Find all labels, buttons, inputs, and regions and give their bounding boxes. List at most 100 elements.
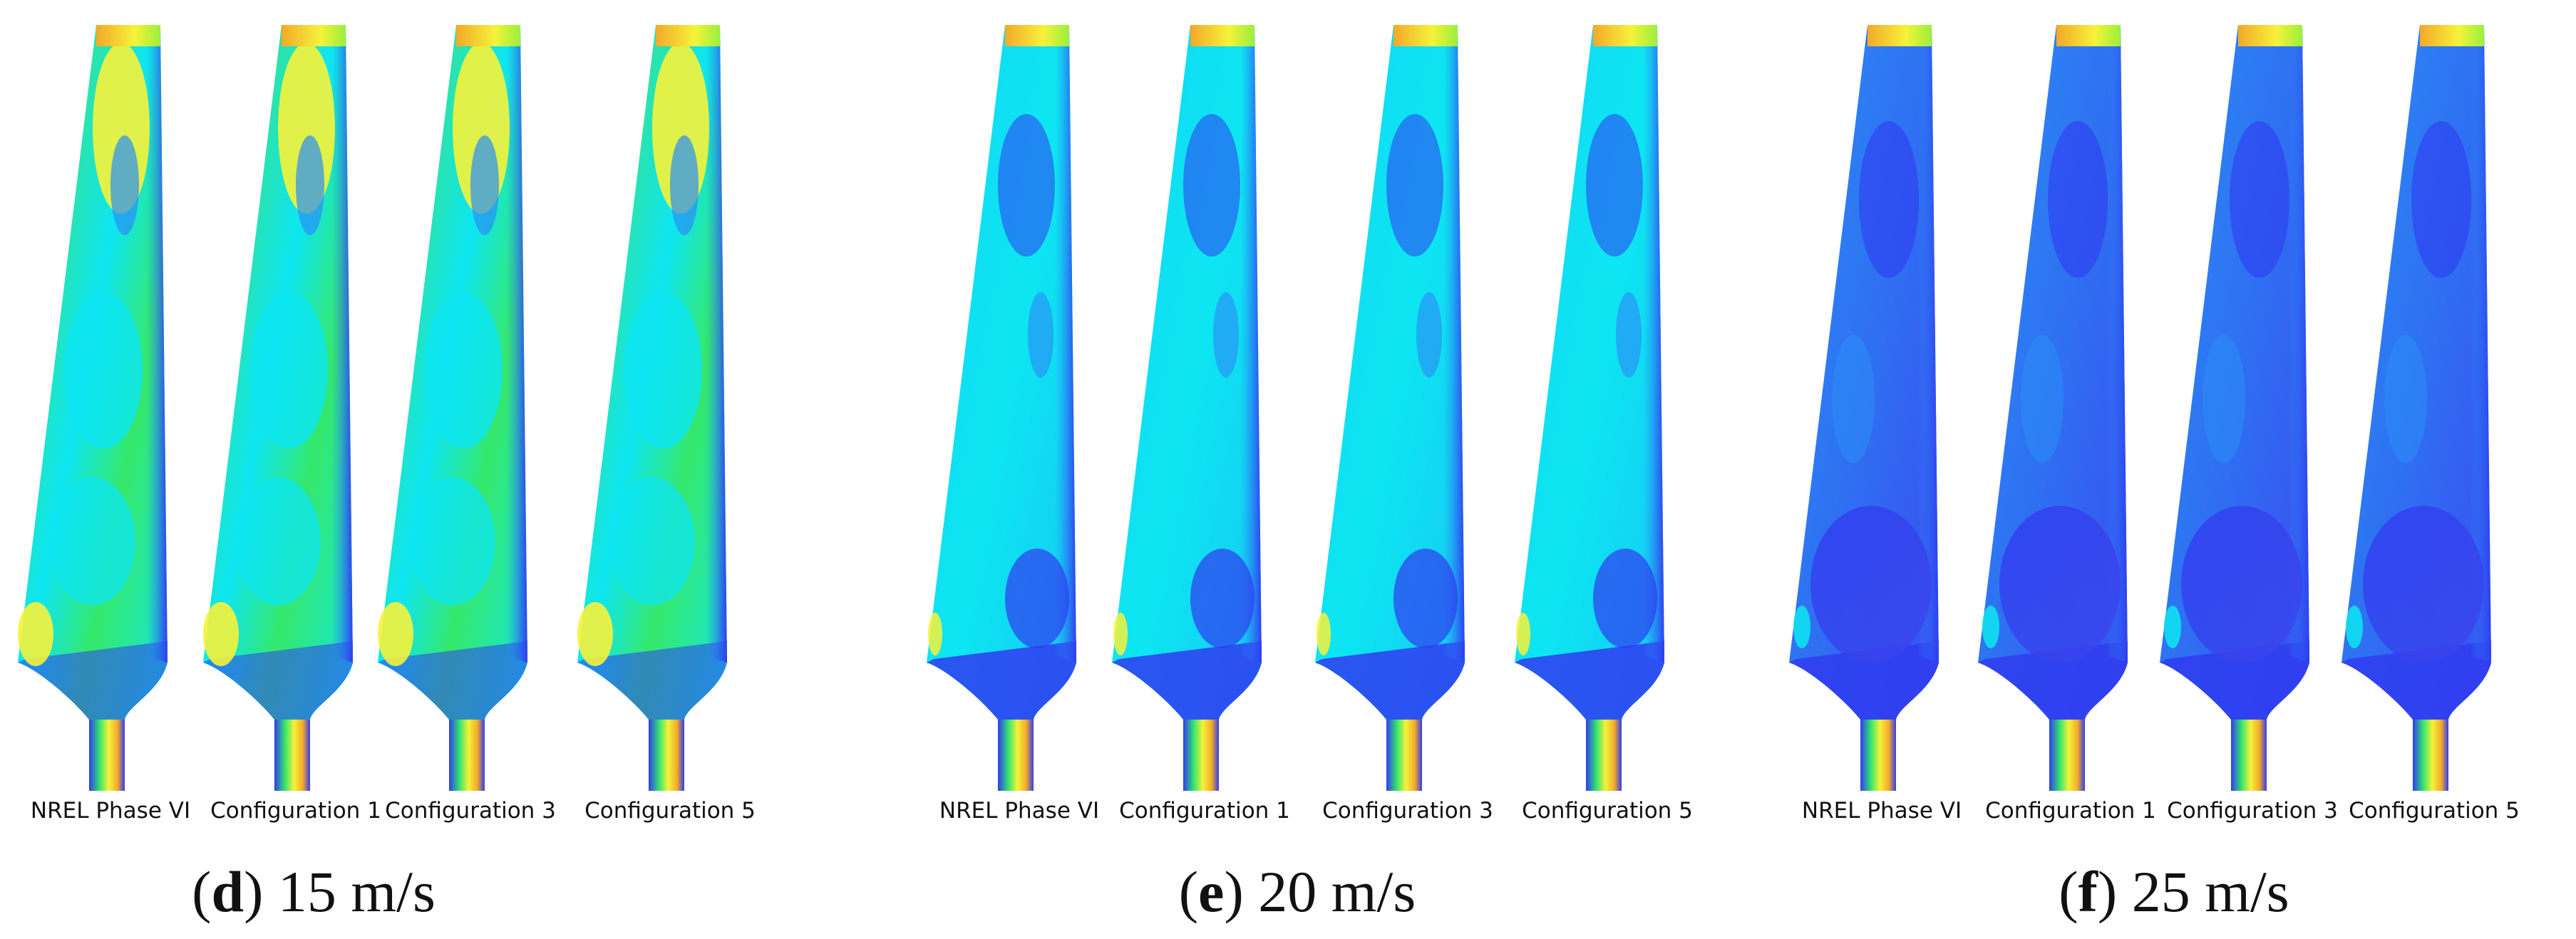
panel-caption: (d) 15 m/s	[192, 859, 436, 924]
root-cylinder	[1586, 720, 1622, 791]
blade-contour-e-1	[1112, 25, 1262, 791]
blade-contour-d-2	[378, 25, 527, 791]
leading-edge-patch	[2164, 606, 2181, 648]
blade-contour-e-0	[927, 25, 1076, 791]
root-cylinder	[649, 720, 684, 791]
blade-label: NREL Phase VI	[30, 798, 191, 824]
root-cylinder	[2231, 720, 2267, 791]
blade-contour-e-2	[1315, 25, 1465, 791]
trailing-edge-region	[1055, 25, 1076, 663]
low-velocity-patch	[2411, 121, 2471, 278]
mid-velocity-patch	[235, 477, 321, 606]
root-low-region	[378, 641, 527, 720]
mid-velocity-patch	[64, 292, 143, 449]
root-cylinder	[1860, 720, 1896, 791]
panel-f	[1789, 25, 2491, 791]
blade-label: Configuration 3	[2167, 798, 2338, 824]
mid-velocity-patch	[424, 292, 503, 449]
panel-letter: e	[1198, 859, 1225, 924]
root-low-region	[1112, 641, 1262, 720]
low-velocity-patch	[1999, 506, 2121, 663]
panel-e	[927, 25, 1664, 791]
blade-contour-f-2	[2160, 25, 2309, 791]
leading-edge-patch	[1516, 613, 1530, 655]
root-low-region	[2160, 641, 2309, 720]
root-low-region	[577, 641, 727, 720]
root-low-region	[18, 641, 168, 720]
low-velocity-patch	[1190, 549, 1254, 648]
blade-label: Configuration 3	[385, 798, 556, 824]
root-low-region	[1315, 641, 1465, 720]
panel-letter: d	[211, 859, 244, 924]
root-cylinder	[89, 720, 125, 791]
low-velocity-patch	[2203, 335, 2245, 463]
low-velocity-patch	[2363, 506, 2484, 663]
mid-velocity-patch	[50, 477, 135, 606]
low-velocity-patch	[2181, 506, 2302, 663]
root-low-region	[1978, 641, 2128, 720]
tip-region	[1593, 25, 1657, 46]
trailing-edge-region	[2470, 25, 2491, 663]
leading-edge-patch	[378, 602, 413, 666]
low-velocity-patch	[1386, 114, 1443, 256]
low-velocity-patch	[670, 135, 699, 235]
low-velocity-patch	[2048, 121, 2108, 278]
blade-contour-f-0	[1789, 25, 1939, 791]
low-velocity-patch	[110, 135, 139, 235]
blade-contour-f-3	[2341, 25, 2491, 791]
blade-contour-f-1	[1978, 25, 2128, 791]
blade-contour-d-1	[203, 25, 353, 791]
low-velocity-patch	[1859, 121, 1919, 278]
panel-d	[18, 25, 727, 791]
tip-region	[1393, 25, 1458, 46]
leading-edge-patch	[203, 602, 239, 666]
blade-label: NREL Phase VI	[939, 798, 1100, 824]
mid-velocity-patch	[624, 292, 702, 449]
root-cylinder	[274, 720, 310, 791]
tip-region	[96, 25, 160, 46]
root-cylinder	[1183, 720, 1219, 791]
blade-label: Configuration 1	[210, 798, 381, 824]
trailing-edge-region	[1643, 25, 1664, 663]
leading-edge-patch	[18, 602, 53, 666]
trailing-edge-region	[506, 25, 527, 663]
root-low-region	[1515, 641, 1664, 720]
mid-velocity-patch	[410, 477, 495, 606]
tip-region	[1005, 25, 1069, 46]
trailing-edge-region	[146, 25, 168, 663]
root-cylinder	[2413, 720, 2448, 791]
low-velocity-patch	[296, 135, 324, 235]
low-velocity-patch	[470, 135, 499, 235]
panel-speed: 15 m/s	[277, 859, 436, 924]
panel-speed: 25 m/s	[2131, 859, 2289, 924]
blade-label: Configuration 1	[1119, 798, 1290, 824]
panel-letter: f	[2078, 859, 2098, 924]
low-velocity-patch	[2384, 335, 2427, 463]
leading-edge-patch	[1113, 613, 1128, 655]
blade-contour-e-3	[1515, 25, 1664, 791]
low-velocity-patch	[2021, 335, 2064, 463]
low-velocity-patch	[1213, 292, 1239, 378]
panel-caption: (f) 25 m/s	[2059, 859, 2289, 924]
blade-label: Configuration 1	[1985, 798, 2156, 824]
tip-region	[282, 25, 346, 46]
root-low-region	[2341, 641, 2491, 720]
root-low-region	[203, 641, 353, 720]
root-low-region	[1789, 641, 1939, 720]
low-velocity-patch	[1593, 549, 1657, 648]
low-velocity-patch	[1416, 292, 1442, 378]
trailing-edge-region	[1917, 25, 1939, 663]
tip-region	[456, 25, 520, 46]
leading-edge-patch	[1982, 606, 1999, 648]
mid-velocity-patch	[609, 477, 695, 606]
leading-edge-patch	[1793, 606, 1810, 648]
low-velocity-patch	[1616, 292, 1642, 378]
blade-label: NREL Phase VI	[1801, 798, 1962, 824]
leading-edge-patch	[1317, 613, 1331, 655]
low-velocity-patch	[1028, 292, 1053, 378]
mid-velocity-patch	[249, 292, 328, 449]
low-velocity-patch	[1810, 506, 1932, 663]
blade-label: Configuration 5	[1522, 798, 1693, 824]
leading-edge-patch	[928, 613, 942, 655]
